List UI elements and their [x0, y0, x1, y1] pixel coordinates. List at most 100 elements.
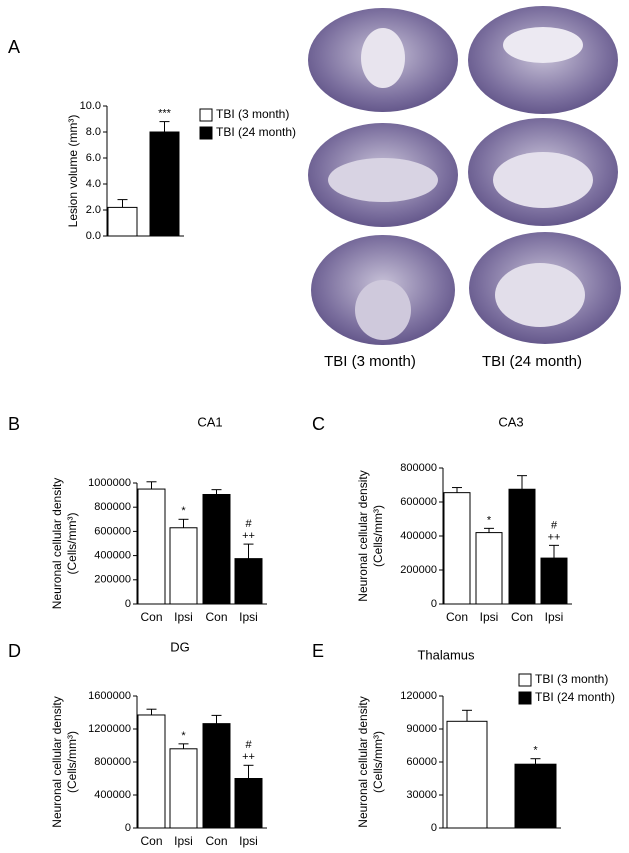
y-axis-label: Neuronal cellular density: [356, 470, 370, 601]
bar: [234, 778, 263, 829]
bar: [446, 720, 488, 829]
y-tick-label: 800000: [400, 462, 437, 474]
panel-letter: A: [8, 37, 20, 57]
bar: [137, 714, 166, 829]
x-tick-label: Con: [140, 610, 162, 624]
bar: [202, 723, 231, 829]
x-tick-label: Ipsi: [239, 610, 258, 624]
y-tick-label: 400000: [94, 789, 131, 801]
chart-title: CA3: [498, 414, 523, 429]
panel-letter: E: [312, 641, 324, 661]
bar: [443, 492, 471, 605]
image-caption: TBI (24 month): [482, 353, 582, 370]
y-tick-label: 10.0: [80, 100, 101, 112]
x-tick-label: Ipsi: [174, 834, 193, 848]
y-axis-label: Neuronal cellular density: [356, 696, 370, 827]
chart-title: Thalamus: [417, 647, 475, 662]
panel-letter: C: [312, 414, 325, 434]
y-tick-label: 200000: [94, 574, 131, 586]
y-tick-label: 400000: [400, 530, 437, 542]
bar: [234, 558, 263, 605]
x-tick-label: Con: [205, 834, 227, 848]
bar: [107, 206, 138, 237]
legend-label: TBI (3 month): [535, 672, 608, 686]
x-tick-label: Ipsi: [545, 610, 564, 624]
legend-swatch: [518, 691, 532, 705]
lesion: [328, 158, 438, 202]
y-tick-label: 90000: [406, 723, 437, 735]
significance-mark: *: [533, 745, 538, 757]
x-tick-label: Ipsi: [174, 610, 193, 624]
y-tick-label: 1600000: [88, 690, 131, 702]
y-axis-label: Lesion volume (mm³): [66, 115, 80, 228]
y-axis-label: (Cells/mm³): [65, 731, 79, 793]
y-axis-label: Neuronal cellular density: [50, 478, 64, 609]
image-caption: TBI (3 month): [324, 353, 416, 370]
y-tick-label: 30000: [406, 789, 437, 801]
legend-label: TBI (24 month): [535, 690, 615, 704]
y-tick-label: 6.0: [86, 152, 101, 164]
chart-title: CA1: [197, 414, 222, 429]
brain-sections: [308, 6, 621, 345]
panel-letter: B: [8, 414, 20, 434]
y-tick-label: 2.0: [86, 204, 101, 216]
y-tick-label: 200000: [400, 564, 437, 576]
y-tick-label: 0: [125, 822, 131, 834]
bar: [202, 493, 231, 605]
panel-letter: D: [8, 641, 21, 661]
significance-mark: #: [245, 518, 252, 530]
y-tick-label: 0: [125, 598, 131, 610]
y-tick-label: 60000: [406, 756, 437, 768]
bar: [169, 527, 198, 605]
lesion: [361, 28, 405, 88]
y-tick-label: 0.0: [86, 230, 101, 242]
legend-swatch: [518, 673, 532, 687]
legend-swatch: [199, 108, 213, 122]
lesion: [495, 263, 585, 327]
significance-mark: ***: [158, 108, 172, 120]
significance-mark: ++: [242, 751, 255, 763]
significance-mark: #: [245, 739, 252, 751]
y-tick-label: 1200000: [88, 723, 131, 735]
lesion: [503, 27, 583, 63]
x-tick-label: Ipsi: [480, 610, 499, 624]
y-tick-label: 400000: [94, 550, 131, 562]
y-axis-label: (Cells/mm³): [371, 505, 385, 567]
x-tick-label: Ipsi: [239, 834, 258, 848]
bar: [514, 763, 557, 829]
y-tick-label: 800000: [94, 756, 131, 768]
x-tick-label: Con: [511, 610, 533, 624]
legend-label: TBI (3 month): [216, 107, 289, 121]
y-axis-label: Neuronal cellular density: [50, 696, 64, 827]
bar: [540, 557, 568, 605]
y-tick-label: 0: [431, 822, 437, 834]
bar: [475, 532, 503, 605]
y-tick-label: 600000: [400, 496, 437, 508]
bar: [149, 131, 180, 237]
y-tick-label: 800000: [94, 501, 131, 513]
bar: [169, 748, 198, 829]
chart-title: DG: [170, 639, 190, 654]
x-tick-label: Con: [446, 610, 468, 624]
bar: [508, 488, 536, 605]
significance-mark: *: [181, 730, 186, 742]
significance-mark: ++: [548, 531, 561, 543]
y-axis-label: (Cells/mm³): [371, 731, 385, 793]
significance-mark: ++: [242, 530, 255, 542]
significance-mark: *: [181, 505, 186, 517]
legend-swatch: [199, 126, 213, 140]
x-tick-label: Con: [205, 610, 227, 624]
lesion: [493, 152, 593, 208]
y-axis-label: (Cells/mm³): [65, 513, 79, 575]
significance-mark: #: [551, 519, 558, 531]
y-tick-label: 4.0: [86, 178, 101, 190]
legend-label: TBI (24 month): [216, 125, 296, 139]
x-tick-label: Con: [140, 834, 162, 848]
y-tick-label: 120000: [400, 690, 437, 702]
lesion: [355, 280, 411, 340]
y-tick-label: 1000000: [88, 477, 131, 489]
y-tick-label: 0: [431, 598, 437, 610]
y-tick-label: 600000: [94, 525, 131, 537]
